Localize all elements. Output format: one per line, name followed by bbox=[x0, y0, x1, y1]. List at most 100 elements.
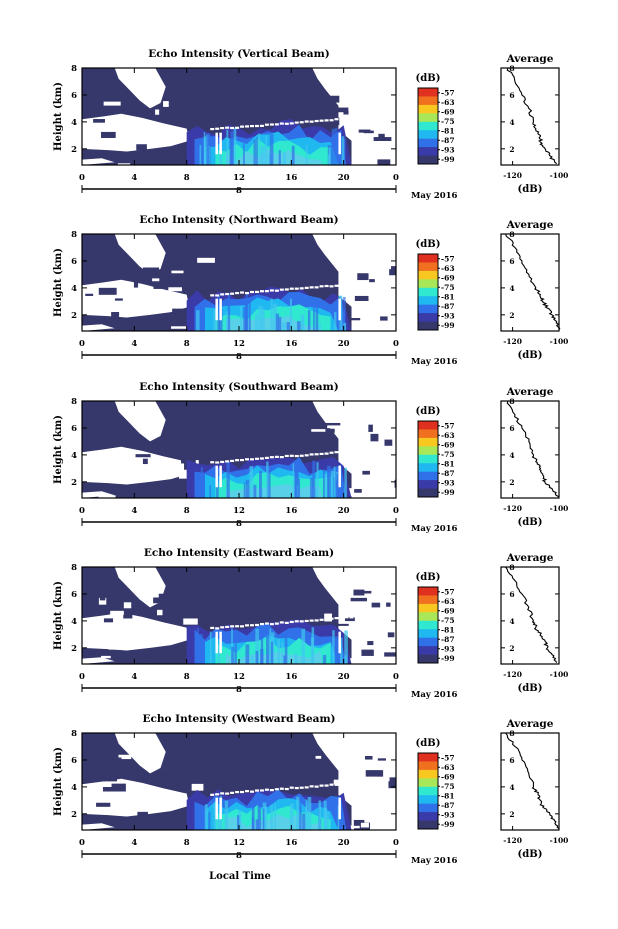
inversion-layer bbox=[264, 456, 269, 460]
speckle bbox=[348, 658, 362, 664]
x-tick-label: 20 bbox=[338, 339, 350, 349]
panel-title: Echo Intensity (Northward Beam) bbox=[139, 214, 338, 226]
inversion-layer bbox=[259, 789, 264, 792]
speckle bbox=[98, 305, 115, 311]
inversion-layer bbox=[349, 449, 354, 453]
echo-streak bbox=[251, 800, 255, 830]
echo-streak bbox=[343, 310, 346, 331]
speckle bbox=[351, 94, 370, 102]
colorbar-swatch bbox=[418, 463, 438, 473]
speckle bbox=[96, 802, 111, 807]
average-y-tick-label: 4 bbox=[509, 617, 514, 626]
speckle bbox=[107, 632, 126, 640]
speckle bbox=[371, 602, 381, 608]
date-label: May 2016 bbox=[411, 690, 458, 700]
average-y-tick-label: 2 bbox=[509, 311, 514, 320]
inversion-layer bbox=[225, 460, 230, 463]
inversion-layer bbox=[259, 622, 264, 626]
average-x-tick-label: -100 bbox=[550, 337, 569, 346]
colorbar-swatch bbox=[418, 637, 438, 647]
speckle bbox=[98, 495, 116, 498]
inversion-layer bbox=[264, 123, 269, 126]
speckle bbox=[123, 610, 133, 619]
inversion-layer bbox=[324, 284, 329, 288]
inversion-layer bbox=[279, 455, 284, 459]
colorbar-frame bbox=[417, 752, 439, 830]
inversion-layer bbox=[249, 624, 254, 627]
no-data-region bbox=[82, 823, 115, 830]
colorbar-tick-label: -81 bbox=[441, 459, 455, 468]
inversion-layer bbox=[289, 287, 294, 290]
inversion-layer bbox=[274, 788, 279, 791]
colorbar-tick-label: -69 bbox=[441, 273, 455, 282]
inversion-layer bbox=[235, 790, 240, 794]
inversion-layer bbox=[294, 620, 299, 623]
x-tick-label: 0 bbox=[393, 339, 399, 349]
y-axis-label: Height (km) bbox=[53, 747, 64, 816]
colorbar-unit: (dB) bbox=[416, 239, 441, 250]
echo-streak bbox=[264, 806, 268, 830]
x-tick-label: 12 bbox=[233, 173, 245, 183]
colorbar-swatch bbox=[418, 778, 438, 788]
colorbar-swatch bbox=[418, 138, 438, 148]
speckle bbox=[388, 781, 396, 789]
inversion-layer bbox=[259, 290, 264, 293]
speckle bbox=[135, 454, 151, 458]
average-frame bbox=[500, 400, 560, 499]
echo-streak bbox=[253, 139, 256, 165]
speckle bbox=[117, 163, 131, 165]
speckle bbox=[122, 287, 131, 292]
average-y-tick-label: 4 bbox=[509, 783, 514, 792]
inversion-layer bbox=[289, 620, 294, 624]
heatmap-area bbox=[82, 234, 396, 331]
colorbar-swatch bbox=[418, 429, 438, 439]
speckle bbox=[350, 597, 367, 602]
speckle bbox=[172, 308, 186, 314]
echo-streak bbox=[332, 630, 335, 664]
inversion-layer bbox=[304, 786, 309, 789]
colorbar-swatch bbox=[418, 471, 438, 481]
echo-streak bbox=[298, 793, 302, 830]
x-tick-label: 0 bbox=[393, 173, 399, 183]
echo-band bbox=[225, 148, 323, 165]
speckle bbox=[140, 755, 149, 762]
echo-streak bbox=[269, 133, 274, 165]
y-tick-label: 6 bbox=[71, 257, 77, 267]
echo-streak bbox=[300, 315, 305, 331]
speckle bbox=[137, 811, 148, 819]
average-title: Average bbox=[506, 219, 554, 231]
x-tick-label: 20 bbox=[338, 173, 350, 183]
data-gap bbox=[219, 298, 222, 321]
colorbar-tick-label: -63 bbox=[441, 264, 455, 273]
colorbar-tick-label: -75 bbox=[441, 782, 455, 791]
echo-streak bbox=[258, 305, 263, 331]
no-data-region bbox=[82, 324, 115, 331]
inversion-layer bbox=[294, 454, 299, 458]
echo-streak bbox=[231, 628, 233, 664]
speckle bbox=[394, 479, 396, 488]
x-tick-label: 16 bbox=[285, 173, 297, 183]
echo-streak bbox=[237, 815, 240, 830]
speckle bbox=[363, 590, 372, 594]
inversion-layer bbox=[359, 116, 364, 119]
speckle bbox=[111, 268, 126, 274]
inversion-layer bbox=[264, 788, 269, 791]
inversion-layer bbox=[319, 285, 324, 288]
colorbar-tick-label: -93 bbox=[441, 145, 455, 154]
no-data-region bbox=[114, 234, 166, 275]
colorbar-tick-label: -57 bbox=[441, 88, 455, 97]
speckle bbox=[348, 318, 361, 321]
echo-streak bbox=[200, 467, 203, 498]
inversion-layer bbox=[249, 290, 254, 294]
colorbar-tick-label: -75 bbox=[441, 117, 455, 126]
inversion-layer bbox=[294, 786, 299, 790]
inversion-layer bbox=[274, 289, 279, 292]
speckle bbox=[178, 474, 188, 479]
colorbar-tick-label: -93 bbox=[441, 810, 455, 819]
echo-streak bbox=[323, 469, 326, 498]
colorbar-tick-label: -99 bbox=[441, 321, 455, 330]
average-x-tick-label: -120 bbox=[503, 670, 522, 679]
speckle bbox=[167, 438, 184, 447]
echo-streak bbox=[344, 630, 348, 664]
speckle bbox=[102, 787, 121, 792]
